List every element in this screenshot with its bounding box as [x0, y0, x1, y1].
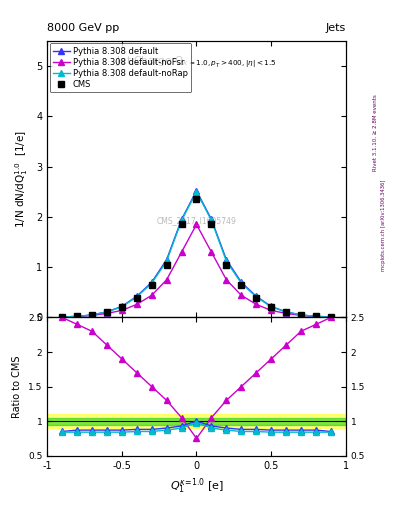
CMS	[239, 282, 244, 288]
Pythia 8.308 default-noRap	[299, 312, 303, 318]
Pythia 8.308 default	[314, 313, 318, 319]
Pythia 8.308 default	[60, 314, 64, 320]
Bar	[47, 418, 346, 424]
Pythia 8.308 default-noFsr	[75, 313, 79, 319]
Pythia 8.308 default-noRap	[179, 218, 184, 224]
Pythia 8.308 default	[149, 279, 154, 285]
Pythia 8.308 default-noRap	[314, 313, 318, 319]
Line: Pythia 8.308 default-noRap: Pythia 8.308 default-noRap	[59, 189, 334, 319]
Pythia 8.308 default	[299, 312, 303, 318]
Text: Jets: Jets	[325, 23, 346, 33]
Pythia 8.308 default	[209, 217, 214, 223]
Text: mcplots.cern.ch [arXiv:1306.3436]: mcplots.cern.ch [arXiv:1306.3436]	[381, 180, 386, 271]
Pythia 8.308 default	[254, 293, 259, 300]
Text: Rivet 3.1.10, ≥ 2.8M events: Rivet 3.1.10, ≥ 2.8M events	[373, 95, 378, 172]
Pythia 8.308 default-noRap	[194, 189, 199, 195]
Pythia 8.308 default	[134, 293, 139, 300]
Line: CMS: CMS	[59, 196, 334, 321]
CMS	[60, 314, 64, 320]
CMS	[314, 313, 318, 319]
Pythia 8.308 default-noRap	[90, 312, 94, 318]
Pythia 8.308 default	[75, 313, 79, 319]
Legend: Pythia 8.308 default, Pythia 8.308 default-noFsr, Pythia 8.308 default-noRap, CM: Pythia 8.308 default, Pythia 8.308 defau…	[50, 44, 191, 92]
CMS	[149, 282, 154, 288]
X-axis label: $Q_1^{\kappa\!=\!1.0}$ [e]: $Q_1^{\kappa\!=\!1.0}$ [e]	[169, 476, 224, 496]
Pythia 8.308 default-noFsr	[105, 310, 109, 316]
Y-axis label: Ratio to CMS: Ratio to CMS	[12, 355, 22, 418]
Line: Pythia 8.308 default-noFsr: Pythia 8.308 default-noFsr	[59, 222, 334, 319]
Pythia 8.308 default-noRap	[224, 258, 229, 264]
Y-axis label: 1/N dN/dQ$_1^{1.0}$  [1/e]: 1/N dN/dQ$_1^{1.0}$ [1/e]	[14, 130, 31, 228]
Pythia 8.308 default-noFsr	[194, 221, 199, 227]
Pythia 8.308 default-noFsr	[284, 310, 288, 316]
Pythia 8.308 default-noFsr	[209, 249, 214, 255]
CMS	[164, 262, 169, 268]
Pythia 8.308 default-noFsr	[90, 312, 94, 318]
Pythia 8.308 default-noFsr	[134, 301, 139, 307]
Pythia 8.308 default-noRap	[60, 314, 64, 320]
Text: 8000 GeV pp: 8000 GeV pp	[47, 23, 119, 33]
Line: Pythia 8.308 default: Pythia 8.308 default	[59, 188, 334, 319]
Pythia 8.308 default	[239, 279, 244, 285]
CMS	[329, 314, 333, 320]
Pythia 8.308 default-noRap	[239, 280, 244, 286]
Pythia 8.308 default-noFsr	[329, 314, 333, 320]
Pythia 8.308 default	[269, 303, 274, 309]
Pythia 8.308 default	[164, 257, 169, 263]
Pythia 8.308 default-noFsr	[164, 276, 169, 283]
CMS	[224, 262, 229, 268]
CMS	[269, 304, 274, 310]
CMS	[134, 295, 139, 302]
Pythia 8.308 default-noFsr	[299, 312, 303, 318]
CMS	[194, 196, 199, 202]
CMS	[119, 304, 124, 310]
CMS	[105, 309, 109, 315]
Text: Jet Charge Q$_{\kappa=1.0, p_T>400, |\eta|<1.5}$: Jet Charge Q$_{\kappa=1.0, p_T>400, |\et…	[116, 55, 277, 71]
Pythia 8.308 default	[105, 309, 109, 315]
Bar	[47, 414, 346, 428]
Pythia 8.308 default-noRap	[149, 280, 154, 286]
CMS	[284, 309, 288, 315]
Pythia 8.308 default-noFsr	[269, 307, 274, 313]
CMS	[90, 312, 94, 318]
Pythia 8.308 default-noFsr	[149, 292, 154, 298]
CMS	[254, 295, 259, 302]
Pythia 8.308 default-noRap	[329, 314, 333, 320]
Pythia 8.308 default-noFsr	[179, 249, 184, 255]
Pythia 8.308 default	[224, 257, 229, 263]
Pythia 8.308 default-noRap	[119, 304, 124, 310]
Pythia 8.308 default	[329, 314, 333, 320]
Pythia 8.308 default-noRap	[134, 294, 139, 300]
CMS	[209, 221, 214, 227]
Pythia 8.308 default	[90, 312, 94, 318]
Pythia 8.308 default-noFsr	[60, 314, 64, 320]
Pythia 8.308 default	[284, 309, 288, 315]
Pythia 8.308 default-noRap	[164, 258, 169, 264]
Pythia 8.308 default-noRap	[284, 309, 288, 315]
Pythia 8.308 default	[179, 217, 184, 223]
Pythia 8.308 default	[119, 303, 124, 309]
Pythia 8.308 default-noFsr	[119, 307, 124, 313]
Pythia 8.308 default-noRap	[75, 313, 79, 319]
Pythia 8.308 default-noRap	[269, 304, 274, 310]
CMS	[75, 313, 79, 319]
CMS	[299, 312, 303, 318]
Pythia 8.308 default-noFsr	[314, 313, 318, 319]
Pythia 8.308 default-noFsr	[239, 292, 244, 298]
CMS	[179, 221, 184, 227]
Pythia 8.308 default	[194, 188, 199, 194]
Pythia 8.308 default-noRap	[209, 218, 214, 224]
Pythia 8.308 default-noRap	[254, 294, 259, 300]
Pythia 8.308 default-noFsr	[224, 276, 229, 283]
Pythia 8.308 default-noRap	[105, 309, 109, 315]
Pythia 8.308 default-noFsr	[254, 301, 259, 307]
Text: CMS_2017_I1605749: CMS_2017_I1605749	[156, 216, 237, 225]
